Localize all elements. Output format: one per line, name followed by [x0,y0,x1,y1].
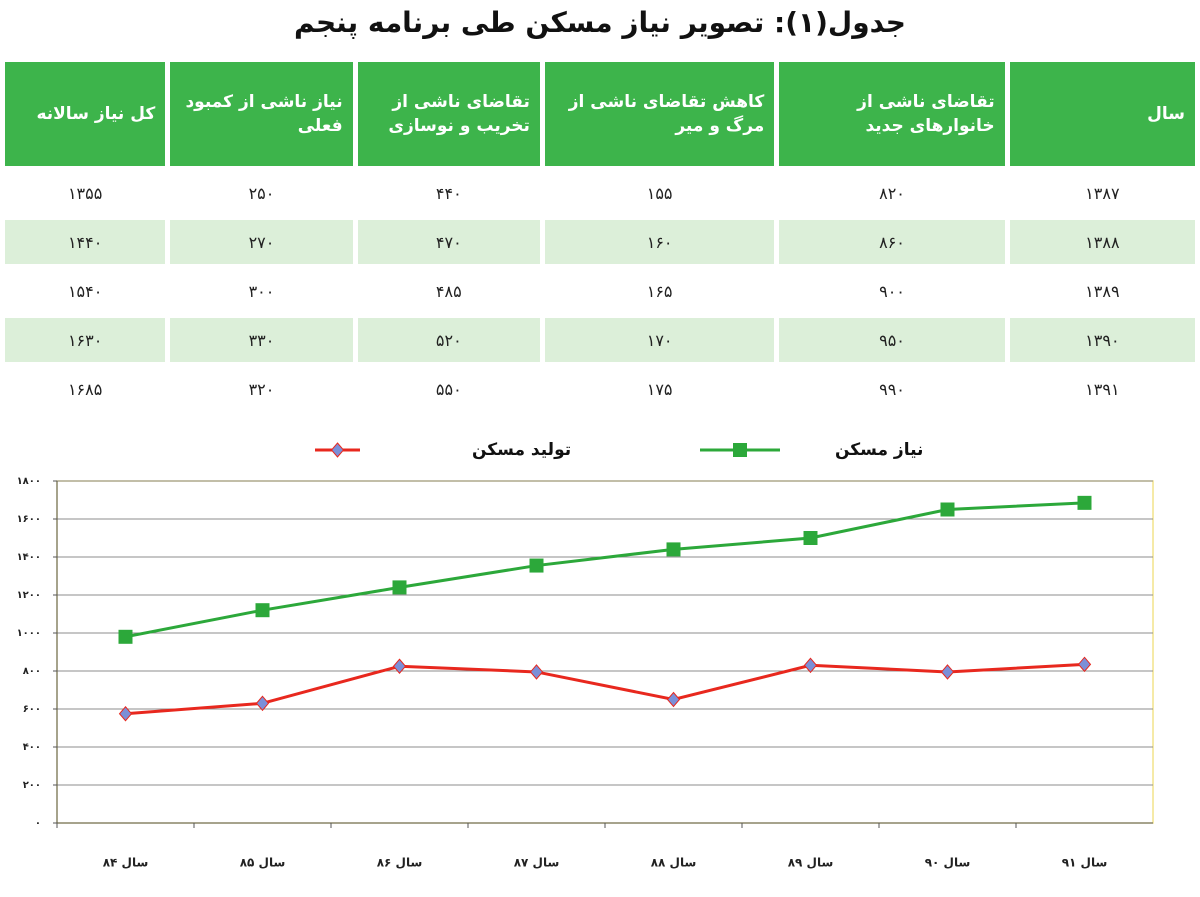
x-tick-label: سال ۸۹ [788,856,834,870]
data-point [255,695,270,712]
legend-label: نیاز مسکن [835,440,923,460]
table-cell: ۱۷۰ [544,318,775,362]
table-body: ۱۳۸۷ ۸۲۰ ۱۵۵ ۴۴۰ ۲۵۰ ۱۳۵۵ ۱۳۸۸ ۸۶۰ ۱۶۰ ۴۷۰ ۲۷۰ ۱۴۴۰… [5,171,1195,411]
table-cell: ۸۶۰ [779,220,1005,264]
data-point [940,664,955,680]
table-cell: ۱۳۸۷ [1085,183,1120,203]
header-cell: نیاز ناشی از کمبود فعلی [170,62,353,166]
table-cell: ۱۶۳۰ [5,318,166,362]
table-cell: ۱۷۵ [646,379,673,399]
table-cell: ۹۹۰ [879,379,905,399]
y-tick-label: ۱۲۰۰ [17,590,41,601]
data-point [666,691,681,708]
data-point [940,502,955,517]
data-point [1077,495,1092,510]
plot-area [56,480,1154,824]
table-row: ۱۳۹۱ ۹۹۰ ۱۷۵ ۵۵۰ ۳۲۰ ۱۶۸۵ [5,367,1195,411]
table-row: ۱۳۹۰ ۹۵۰ ۱۷۰ ۵۲۰ ۳۳۰ ۱۶۳۰ [5,318,1195,362]
table-cell: ۸۲۰ [879,183,905,203]
table-row: ۱۳۸۹ ۹۰۰ ۱۶۵ ۴۸۵ ۳۰۰ ۱۵۴۰ [5,269,1195,313]
table-row: ۱۳۸۸ ۸۶۰ ۱۶۰ ۴۷۰ ۲۷۰ ۱۴۴۰ [5,220,1195,264]
table-row: ۱۳۸۷ ۸۲۰ ۱۵۵ ۴۴۰ ۲۵۰ ۱۳۵۵ [5,171,1195,215]
header-cell: تقاضای ناشی از خانوارهای جدید [779,62,1005,166]
header-cell: کاهش تقاضای ناشی از مرگ و میر [544,62,775,166]
table-cell: ۱۶۵ [646,281,673,301]
data-point [529,664,544,680]
data-point [118,705,133,722]
x-tick-label: سال ۸۵ [240,856,286,870]
table-cell: ۴۸۵ [435,281,462,301]
data-point [392,658,407,675]
data-point [118,629,133,644]
y-tick-label: ۸۰۰ [23,666,41,677]
data-point [529,558,544,573]
table-cell: ۹۰۰ [879,281,905,301]
table-cell: ۲۵۰ [248,183,275,203]
y-tick-label: ۱۸۰۰ [17,476,41,487]
data-table: سال تقاضای ناشی از خانوارهای جدید کاهش تقا… [0,57,1200,416]
table-cell: ۱۳۸۸ [1009,220,1195,264]
table-cell: ۲۷۰ [170,220,353,264]
data-point [255,603,270,618]
y-tick-label: ۰ [35,818,41,829]
x-tick-label: سال ۸۷ [514,856,560,870]
table-cell: ۱۳۵۵ [67,183,103,203]
y-tick-label: ۱۶۰۰ [17,514,41,525]
table-cell: ۹۵۰ [779,318,1005,362]
x-tick-label: سال ۸۴ [103,856,149,870]
table-cell: ۵۵۰ [435,379,462,399]
data-point [392,580,407,595]
table-cell: ۳۳۰ [170,318,353,362]
header-cell: کل نیاز سالانه [5,62,166,166]
x-tick-label: سال ۸۸ [651,856,697,870]
table-cell: ۱۳۹۱ [1085,379,1120,399]
table-cell: ۱۶۰ [544,220,775,264]
header-cell: تقاضای ناشی از تخریب و نوسازی [357,62,540,166]
table-cell: ۱۶۸۵ [67,379,103,399]
series-line [125,662,1085,716]
table-cell: ۱۵۴۰ [67,281,103,301]
x-tick-label: سال ۹۱ [1062,856,1108,870]
legend-marker [733,443,747,457]
y-tick-label: ۴۰۰ [23,742,41,753]
header-cell: سال [1009,62,1195,166]
header-row: سال تقاضای ناشی از خانوارهای جدید کاهش تقا… [5,62,1195,166]
table-cell: ۴۴۰ [435,183,462,203]
data-point [666,542,681,557]
table-cell: ۱۴۴۰ [5,220,166,264]
y-tick-label: ۶۰۰ [23,704,41,715]
table-cell: ۴۷۰ [357,220,540,264]
y-tick-label: ۲۰۰ [23,780,41,791]
table-cell: ۱۳۸۹ [1085,281,1120,301]
table-cell: ۱۳۹۰ [1009,318,1195,362]
y-tick-label: ۱۰۰۰ [17,628,41,639]
data-point [803,531,818,545]
series-line [125,501,1085,639]
y-tick-label: ۱۴۰۰ [17,552,41,563]
data-point [1077,656,1092,673]
table-cell: ۱۵۵ [646,183,673,203]
chart: ۰ ۲۰۰ ۴۰۰ ۶۰۰ ۸۰۰ ۱۰۰۰ ۱۲۰۰ ۱۴۰۰ ۱۶۰۰ ۱۸۰۰ سال ۸۴ س… [0,425,1200,897]
table-cell: ۳۰۰ [248,281,275,301]
table-title: جدول(۱): تصویر نیاز مسکن طی برنامه پنجم [294,6,906,39]
table-cell: ۳۲۰ [248,379,275,399]
table-cell: ۵۲۰ [357,318,540,362]
legend-label: تولید مسکن [472,440,571,460]
data-point [803,657,818,674]
x-tick-label: سال ۹۰ [925,856,971,870]
x-tick-label: سال ۸۶ [377,856,423,870]
legend-marker [330,442,345,458]
